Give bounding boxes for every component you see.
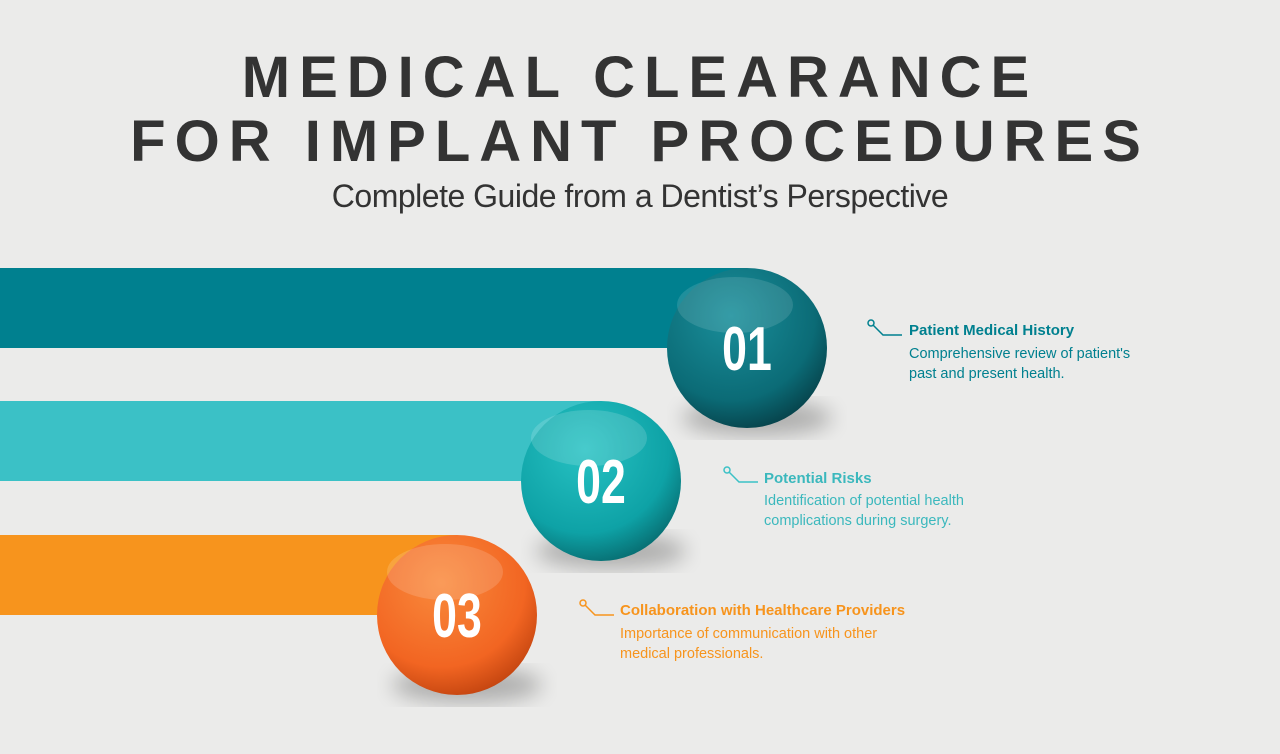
item-title: Collaboration with Healthcare Providers	[620, 602, 906, 619]
title: MEDICAL CLEARANCE	[241, 45, 1039, 110]
bar	[0, 401, 601, 481]
highlight	[387, 544, 503, 600]
item-description: Identification of potential health compl…	[764, 493, 964, 529]
item-title: Potential Risks	[764, 470, 872, 487]
sphere	[377, 535, 537, 695]
item-number: 02	[576, 448, 626, 517]
connectors	[579, 319, 902, 616]
item-description: Importance of communication with other m…	[620, 626, 878, 662]
item-number: 01	[722, 315, 772, 384]
sphere	[521, 401, 681, 561]
item-description: Comprehensive review of patient's past a…	[909, 346, 1131, 382]
item-number: 03	[432, 582, 482, 651]
highlight	[531, 410, 647, 466]
title: FOR IMPLANT PROCEDURES	[130, 109, 1150, 174]
item-title: Patient Medical History	[909, 322, 1075, 339]
subtitle: Complete Guide from a Dentist’s Perspect…	[331, 178, 949, 214]
sphere	[667, 268, 827, 428]
highlight	[677, 277, 793, 333]
bar	[0, 268, 747, 348]
